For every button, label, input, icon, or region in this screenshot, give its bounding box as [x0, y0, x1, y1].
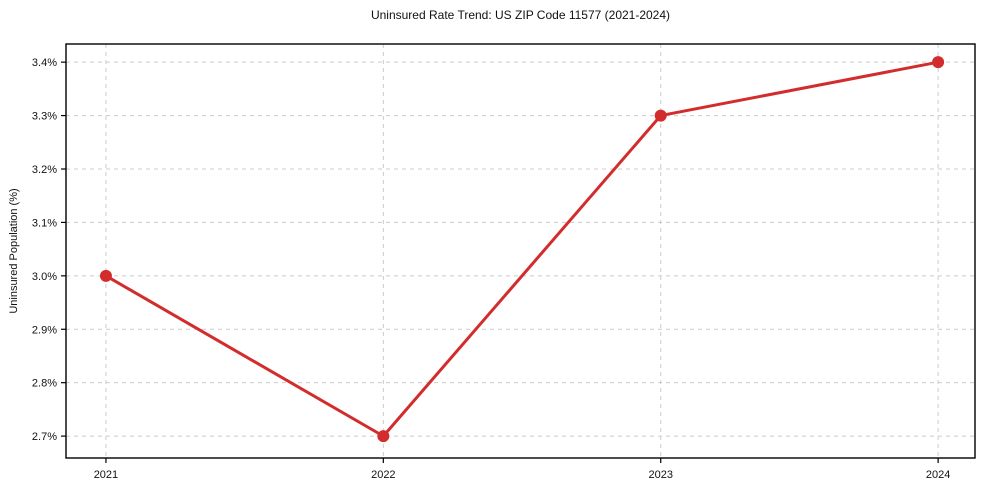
data-point-marker [932, 56, 945, 69]
y-tick-label: 3.2% [32, 164, 57, 176]
y-tick-label: 3.0% [32, 271, 57, 283]
x-tick-label: 2023 [648, 469, 672, 481]
data-point-marker [99, 269, 112, 282]
y-tick-label: 2.7% [32, 431, 57, 443]
data-point-marker [377, 430, 390, 443]
y-tick-label: 2.9% [32, 324, 57, 336]
plot-frame [65, 43, 976, 459]
line-series [104, 60, 940, 438]
y-tick-label: 3.1% [32, 217, 57, 229]
x-tick-label: 2022 [371, 469, 395, 481]
y-tick-label: 3.4% [32, 57, 57, 69]
x-tick-label: 2024 [926, 469, 950, 481]
chart-title: Uninsured Rate Trend: US ZIP Code 11577 … [370, 8, 671, 22]
x-tick-label: 2021 [94, 469, 118, 481]
y-tick-label: 3.3% [32, 111, 57, 123]
data-point-marker [654, 109, 667, 122]
y-tick-label: 2.8% [32, 378, 57, 390]
